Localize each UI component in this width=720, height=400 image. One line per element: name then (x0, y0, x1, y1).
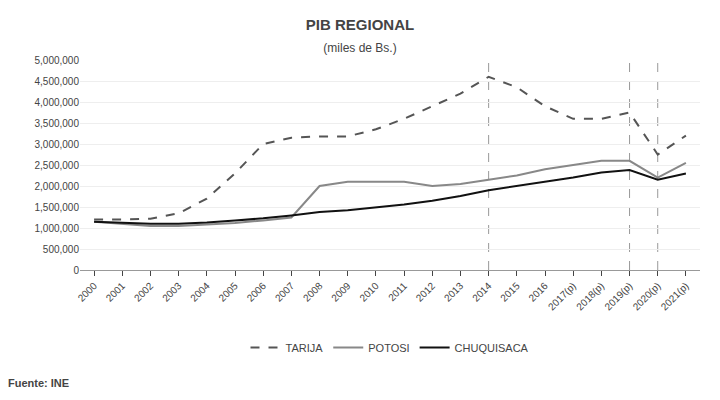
svg-text:CHUQUISACA: CHUQUISACA (455, 342, 529, 354)
svg-text:2,500,000: 2,500,000 (35, 160, 80, 171)
svg-text:2020(p): 2020(p) (631, 280, 663, 312)
svg-text:1,000,000: 1,000,000 (35, 223, 80, 234)
svg-text:500,000: 500,000 (43, 244, 80, 255)
svg-text:2018(p): 2018(p) (574, 280, 606, 312)
svg-text:2000: 2000 (76, 280, 100, 304)
svg-text:2007: 2007 (273, 280, 297, 304)
svg-text:5,000,000: 5,000,000 (35, 55, 80, 66)
svg-text:TARIJA: TARIJA (286, 342, 324, 354)
svg-text:4,000,000: 4,000,000 (35, 97, 80, 108)
svg-text:2015: 2015 (498, 280, 522, 304)
svg-text:2021(p): 2021(p) (659, 280, 691, 312)
svg-text:4,500,000: 4,500,000 (35, 76, 80, 87)
svg-text:2003: 2003 (160, 280, 184, 304)
svg-text:POTOSI: POTOSI (368, 342, 409, 354)
svg-text:PIB REGIONAL: PIB REGIONAL (306, 16, 414, 33)
svg-text:2014: 2014 (470, 280, 494, 304)
svg-text:2019(p): 2019(p) (602, 280, 634, 312)
svg-text:2008: 2008 (301, 280, 325, 304)
svg-text:2006: 2006 (245, 280, 269, 304)
svg-text:(miles de Bs.): (miles de Bs.) (323, 41, 396, 55)
svg-text:2005: 2005 (216, 280, 240, 304)
svg-text:2,000,000: 2,000,000 (35, 181, 80, 192)
svg-text:2011: 2011 (386, 280, 409, 303)
svg-text:3,000,000: 3,000,000 (35, 139, 80, 150)
svg-text:2009: 2009 (329, 280, 353, 304)
svg-text:2017(p): 2017(p) (546, 280, 578, 312)
svg-text:Fuente: INE: Fuente: INE (8, 377, 69, 389)
svg-text:2004: 2004 (188, 280, 212, 304)
svg-text:2001: 2001 (104, 280, 128, 304)
svg-text:2013: 2013 (442, 280, 466, 304)
svg-text:2016: 2016 (526, 280, 550, 304)
svg-text:2010: 2010 (357, 280, 381, 304)
svg-text:3,500,000: 3,500,000 (35, 118, 80, 129)
svg-text:0: 0 (73, 265, 79, 276)
svg-text:2002: 2002 (132, 280, 156, 304)
svg-text:2012: 2012 (414, 280, 438, 304)
svg-text:1,500,000: 1,500,000 (35, 202, 80, 213)
